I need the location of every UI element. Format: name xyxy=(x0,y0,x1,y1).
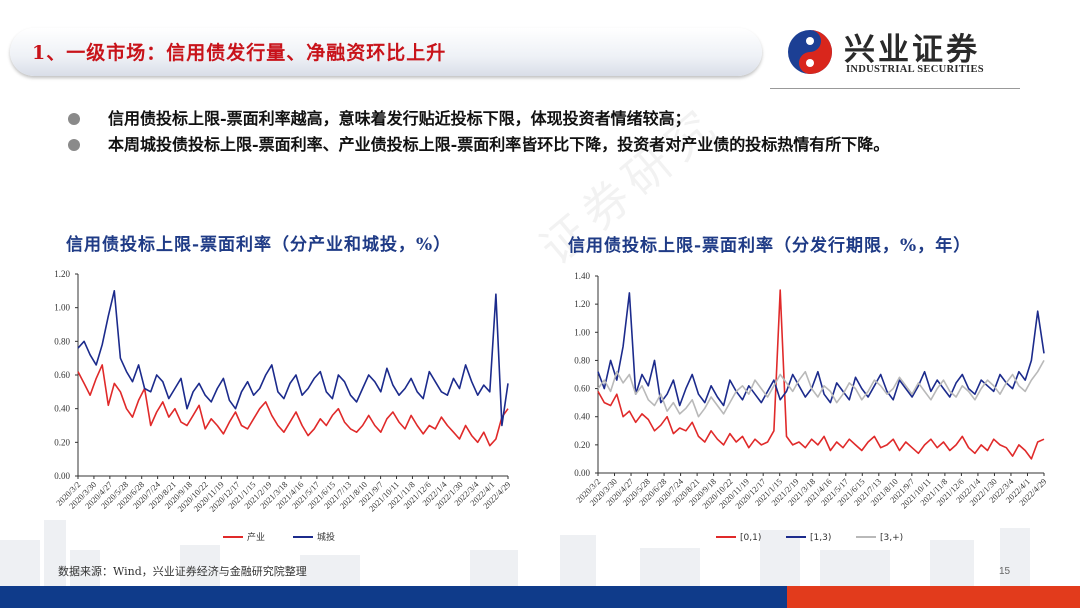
header-divider xyxy=(770,88,1020,89)
legend-label: 城投 xyxy=(317,531,335,543)
bullet-item: 本周城投债投标上限-票面利率、产业债投标上限-票面利率皆环比下降，投资者对产业债… xyxy=(66,132,1026,158)
page-number: 15 xyxy=(999,566,1011,577)
bullet-item: 信用债投标上限-票面利率越高，意味着发行贴近投标下限，体现投资者情绪较高； xyxy=(66,106,1026,132)
footer-bar-red xyxy=(787,586,1080,608)
bullet-dot-icon xyxy=(68,139,80,151)
bullet-text: 本周城投债投标上限-票面利率、产业债投标上限-票面利率皆环比下降，投资者对产业债… xyxy=(108,135,890,154)
y-tick-label: 1.00 xyxy=(574,327,590,337)
legend-label: [3,+) xyxy=(880,533,903,543)
slide-title: 1、一级市场：信用债发行量、净融资环比上升 xyxy=(32,42,447,64)
logo-chinese-name: 兴业证券 xyxy=(844,32,980,68)
legend-label: [1,3) xyxy=(810,533,831,543)
chart-title-left: 信用债投标上限-票面利率（分产业和城投，%） xyxy=(66,235,452,255)
series-line xyxy=(77,364,509,447)
y-tick-label: 1.20 xyxy=(54,269,70,279)
y-tick-label: 1.00 xyxy=(54,303,70,313)
chart-right: 0.000.200.400.600.801.001.201.402020/3/2… xyxy=(574,271,1048,543)
bullet-dot-icon xyxy=(68,113,80,125)
bullet-list: 信用债投标上限-票面利率越高，意味着发行贴近投标下限，体现投资者情绪较高； 本周… xyxy=(66,106,1026,158)
logo-swirl-icon xyxy=(788,30,832,74)
title-banner xyxy=(10,28,762,76)
chart-title-right: 信用债投标上限-票面利率（分发行期限，%，年） xyxy=(568,236,972,256)
legend-label: [0,1) xyxy=(740,533,761,543)
series-line xyxy=(597,289,1045,460)
y-tick-label: 0.60 xyxy=(54,370,70,380)
bullet-text: 信用债投标上限-票面利率越高，意味着发行贴近投标下限，体现投资者情绪较高； xyxy=(108,109,691,128)
y-tick-label: 0.00 xyxy=(54,471,70,481)
y-tick-label: 0.40 xyxy=(574,412,590,422)
series-line xyxy=(597,292,1045,407)
logo-english-name: INDUSTRIAL SECURITIES xyxy=(846,64,984,75)
y-tick-label: 0.80 xyxy=(574,355,590,365)
series-line xyxy=(77,289,509,427)
y-tick-label: 0.40 xyxy=(54,404,70,414)
series-line xyxy=(597,360,1045,418)
y-tick-label: 0.80 xyxy=(54,336,70,346)
y-tick-label: 0.20 xyxy=(574,440,590,450)
y-tick-label: 0.20 xyxy=(54,437,70,447)
skyline-decoration xyxy=(0,520,1030,586)
company-logo: 兴业证券 INDUSTRIAL SECURITIES xyxy=(786,26,1026,80)
y-tick-label: 0.60 xyxy=(574,384,590,394)
y-tick-label: 1.40 xyxy=(574,271,590,281)
legend-label: 产业 xyxy=(247,531,265,543)
y-tick-label: 0.00 xyxy=(574,468,590,478)
data-source-note: 数据来源：Wind，兴业证券经济与金融研究院整理 xyxy=(58,565,307,578)
y-tick-label: 1.20 xyxy=(574,299,590,309)
chart-left: 0.000.200.400.600.801.001.202020/3/22020… xyxy=(54,269,512,543)
